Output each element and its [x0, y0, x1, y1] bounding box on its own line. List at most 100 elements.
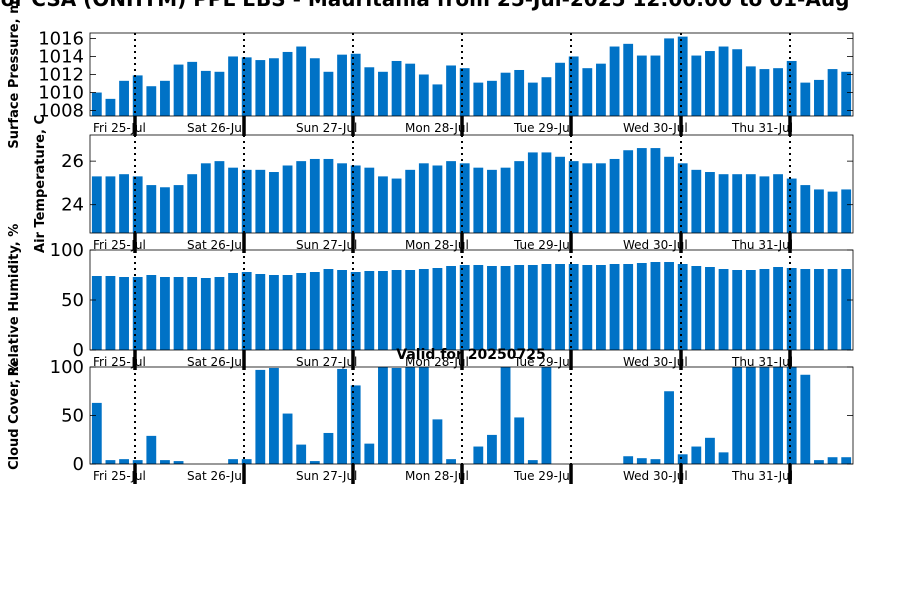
bar	[786, 367, 797, 464]
xtick-label: Fri 25-Jul	[93, 469, 146, 483]
bar	[391, 270, 402, 350]
bar	[91, 176, 102, 233]
bar	[105, 98, 116, 116]
bar	[432, 165, 443, 233]
bar	[786, 60, 797, 116]
bar	[119, 277, 129, 350]
xtick-label: Sun 27-Jul	[296, 121, 357, 135]
bar	[446, 65, 456, 116]
bar	[405, 270, 416, 350]
bar	[309, 272, 320, 350]
bar	[405, 63, 416, 116]
bar	[827, 69, 838, 116]
bar	[514, 161, 525, 233]
bar	[187, 277, 198, 350]
ylabel: Air Temperature, C	[33, 115, 48, 253]
bar	[418, 269, 429, 350]
bar	[623, 43, 634, 116]
bar	[773, 267, 783, 350]
xtick-label: Tue 29-Jul	[513, 121, 573, 135]
bar	[132, 460, 143, 464]
xtick-label: Sun 27-Jul	[296, 238, 357, 252]
bar	[745, 270, 756, 350]
bar	[228, 459, 238, 464]
ytick-label: 100	[50, 357, 84, 378]
bar	[623, 456, 634, 464]
ylabel: Cloud Cover, %	[7, 361, 22, 470]
bar	[827, 457, 838, 464]
xtick-label: Thu 31-Jul	[731, 355, 793, 369]
bar	[759, 69, 770, 116]
bar	[337, 163, 347, 233]
bar	[146, 435, 157, 464]
bar	[555, 156, 565, 233]
bar	[391, 367, 402, 464]
bar	[187, 61, 198, 116]
bar	[446, 266, 456, 350]
bar	[200, 70, 211, 116]
bar	[759, 367, 770, 464]
bar	[732, 270, 743, 350]
bar	[459, 163, 470, 233]
bar	[759, 269, 770, 350]
bar	[814, 189, 824, 233]
bar	[228, 56, 238, 116]
bar	[241, 272, 252, 350]
bar	[255, 169, 266, 233]
bar	[527, 82, 538, 116]
bar	[255, 60, 266, 116]
bar	[582, 265, 593, 350]
bar	[664, 262, 674, 350]
bar	[119, 174, 129, 233]
bar	[146, 86, 157, 116]
bar	[718, 174, 729, 233]
bar	[105, 176, 116, 233]
xtick-label: Mon 28-Jul	[405, 121, 469, 135]
bar	[514, 265, 525, 350]
xtick-label: Wed 30-Jul	[623, 121, 688, 135]
ytick-label: 100	[50, 240, 84, 261]
xtick-label: Mon 28-Jul	[405, 469, 469, 483]
bar	[677, 264, 688, 350]
bar	[214, 277, 225, 350]
bar	[241, 169, 252, 233]
ytick-label: 24	[61, 195, 84, 216]
xtick-label: Fri 25-Jul	[93, 121, 146, 135]
bar	[446, 161, 456, 233]
bar	[296, 273, 307, 350]
bar	[418, 74, 429, 116]
bar	[146, 185, 157, 233]
bar	[228, 167, 238, 233]
bar	[582, 163, 593, 233]
panel-4: 0 50 100 Fri 25-Jul Sat 26-Jul Sun 27-Jul Mon …	[7, 357, 854, 484]
bar	[309, 58, 320, 116]
bar	[609, 46, 620, 116]
bar	[718, 269, 729, 350]
bar	[718, 452, 729, 464]
xtick-label: Sun 27-Jul	[296, 355, 357, 369]
ytick-label: 26	[61, 151, 84, 172]
bar	[214, 71, 225, 116]
chart-title: for CSA (ONHYM) PPL EBS - Mauritania fro…	[0, 0, 849, 11]
xtick-label: Wed 30-Jul	[623, 469, 688, 483]
bar	[541, 152, 552, 233]
ytick-label: 1014	[38, 46, 84, 67]
bar	[105, 460, 116, 464]
bar	[800, 185, 811, 233]
bar	[814, 460, 824, 464]
bar	[568, 56, 579, 116]
xtick-label: Thu 31-Jul	[731, 469, 793, 483]
bar	[677, 454, 688, 464]
bar	[664, 38, 674, 116]
bar	[745, 174, 756, 233]
bar	[241, 57, 252, 116]
bar	[405, 367, 416, 464]
bar	[500, 367, 511, 464]
bar	[119, 80, 129, 116]
bar	[636, 148, 647, 233]
bar	[269, 58, 279, 116]
bar	[596, 163, 606, 233]
bar	[91, 276, 102, 350]
bar	[582, 68, 593, 116]
